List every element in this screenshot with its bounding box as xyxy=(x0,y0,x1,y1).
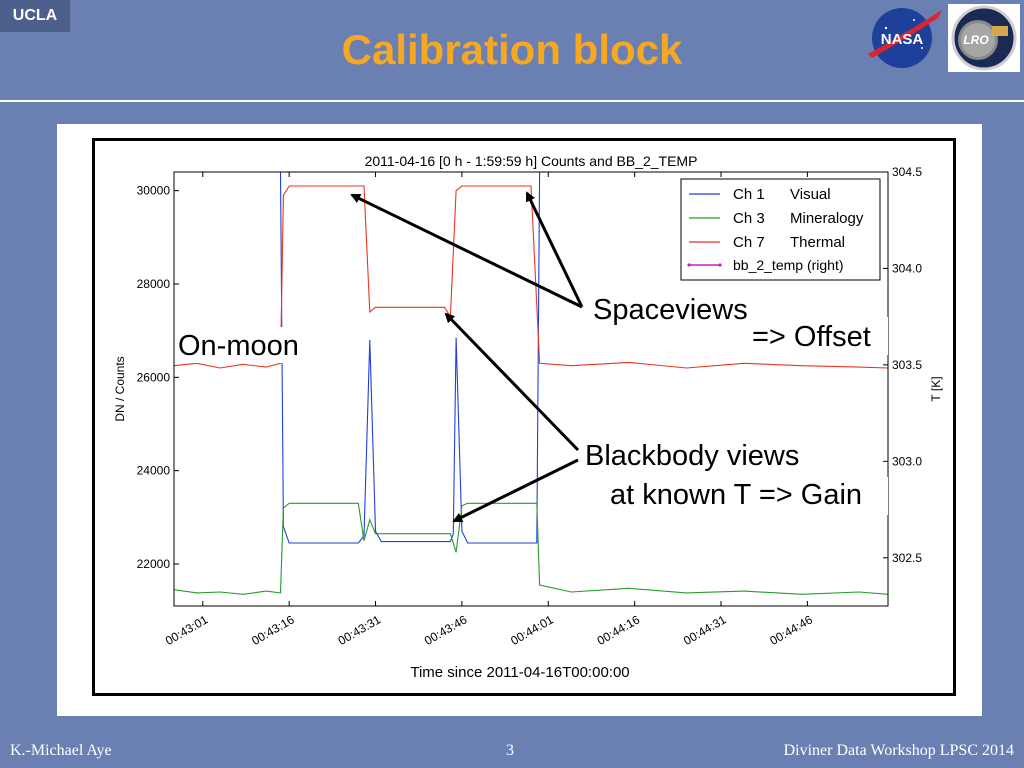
y-axis-label: DN / Counts xyxy=(113,356,127,421)
nasa-logo-text: NASA xyxy=(881,31,924,48)
lro-logo: LRO xyxy=(948,4,1020,72)
y-tick-label-0: 22000 xyxy=(137,557,171,571)
y2-tick-label-1: 303.0 xyxy=(892,454,922,468)
x-tick-label-4: 00:44:01 xyxy=(508,612,556,648)
legend-ch7-name: Ch 7 xyxy=(733,234,765,251)
footer-author: K.-Michael Aye xyxy=(10,742,112,759)
ucla-badge: UCLA xyxy=(0,0,70,32)
x-tick-label-6: 00:44:31 xyxy=(681,612,729,648)
series-line-1 xyxy=(173,502,889,595)
x-tick-label-3: 00:43:46 xyxy=(422,612,470,648)
y-axis-ticks: 22000 24000 26000 28000 30000 xyxy=(137,184,179,571)
y-tick-label-2: 26000 xyxy=(137,370,171,384)
lro-logo-text: LRO xyxy=(963,33,989,47)
legend-item-ch7: Ch 7 Thermal xyxy=(689,234,845,251)
chart-frame xyxy=(92,138,956,696)
legend-ch3-desc: Mineralogy xyxy=(790,210,864,227)
chart-title: 2011-04-16 [0 h - 1:59:59 h] Counts and … xyxy=(365,153,698,169)
spaceview-arrow-1 xyxy=(350,193,583,309)
slide-title: Calibration block xyxy=(341,26,683,73)
legend: Ch 1 Visual Ch 3 Mineralogy Ch 7 Thermal… xyxy=(680,178,881,281)
y2-tick-label-4: 304.5 xyxy=(892,165,922,179)
blackbody-arrow-1 xyxy=(444,312,580,452)
y2-axis-label: T [K] xyxy=(929,376,943,401)
x-axis-label: Time since 2011-04-16T00:00:00 xyxy=(410,664,629,681)
gain-label: at known T => Gain xyxy=(610,479,862,511)
offset-label: => Offset xyxy=(752,321,871,353)
series-line-0 xyxy=(174,171,888,544)
x-tick-label-2: 00:43:31 xyxy=(336,612,384,648)
blackbody-label: Blackbody views xyxy=(585,440,799,472)
nasa-logo: NASA xyxy=(868,8,942,68)
footer-page-number: 3 xyxy=(506,742,514,759)
y-tick-label-4: 30000 xyxy=(137,184,171,198)
y2-tick-label-0: 302.5 xyxy=(892,551,922,565)
legend-ch1-name: Ch 1 xyxy=(733,186,765,203)
series-line-2 xyxy=(173,185,889,369)
spaceviews-label: Spaceviews xyxy=(593,294,748,326)
blackbody-arrow-2 xyxy=(452,458,579,523)
annotations: On-moon Spaceviews => Offset Blackbody v… xyxy=(176,191,888,523)
legend-ch7-desc: Thermal xyxy=(790,234,845,251)
y-tick-label-3: 28000 xyxy=(137,277,171,291)
footer-event: Diviner Data Workshop LPSC 2014 xyxy=(783,742,1014,759)
legend-item-ch1: Ch 1 Visual xyxy=(689,186,831,203)
x-tick-label-0: 00:43:01 xyxy=(163,612,211,648)
plot-lines xyxy=(173,171,889,595)
spaceview-arrow-2 xyxy=(525,191,584,308)
header-divider xyxy=(0,100,1024,102)
legend-bb2temp-name: bb_2_temp (right) xyxy=(733,257,844,273)
x-tick-label-7: 00:44:46 xyxy=(767,612,815,648)
y2-tick-label-2: 303.5 xyxy=(892,358,922,372)
x-tick-label-1: 00:43:16 xyxy=(249,612,297,648)
x-tick-label-5: 00:44:16 xyxy=(595,612,643,648)
legend-item-ch3: Ch 3 Mineralogy xyxy=(689,210,864,227)
plot-area xyxy=(173,171,889,607)
on-moon-label: On-moon xyxy=(178,330,299,362)
legend-item-bb2temp: bb_2_temp (right) xyxy=(687,257,844,273)
legend-ch3-name: Ch 3 xyxy=(733,210,765,227)
y-tick-label-1: 24000 xyxy=(137,464,171,478)
legend-ch1-desc: Visual xyxy=(790,186,831,203)
y2-axis-ticks: 302.5 303.0 303.5 304.0 304.5 xyxy=(883,165,922,565)
y2-tick-label-3: 304.0 xyxy=(892,261,922,275)
